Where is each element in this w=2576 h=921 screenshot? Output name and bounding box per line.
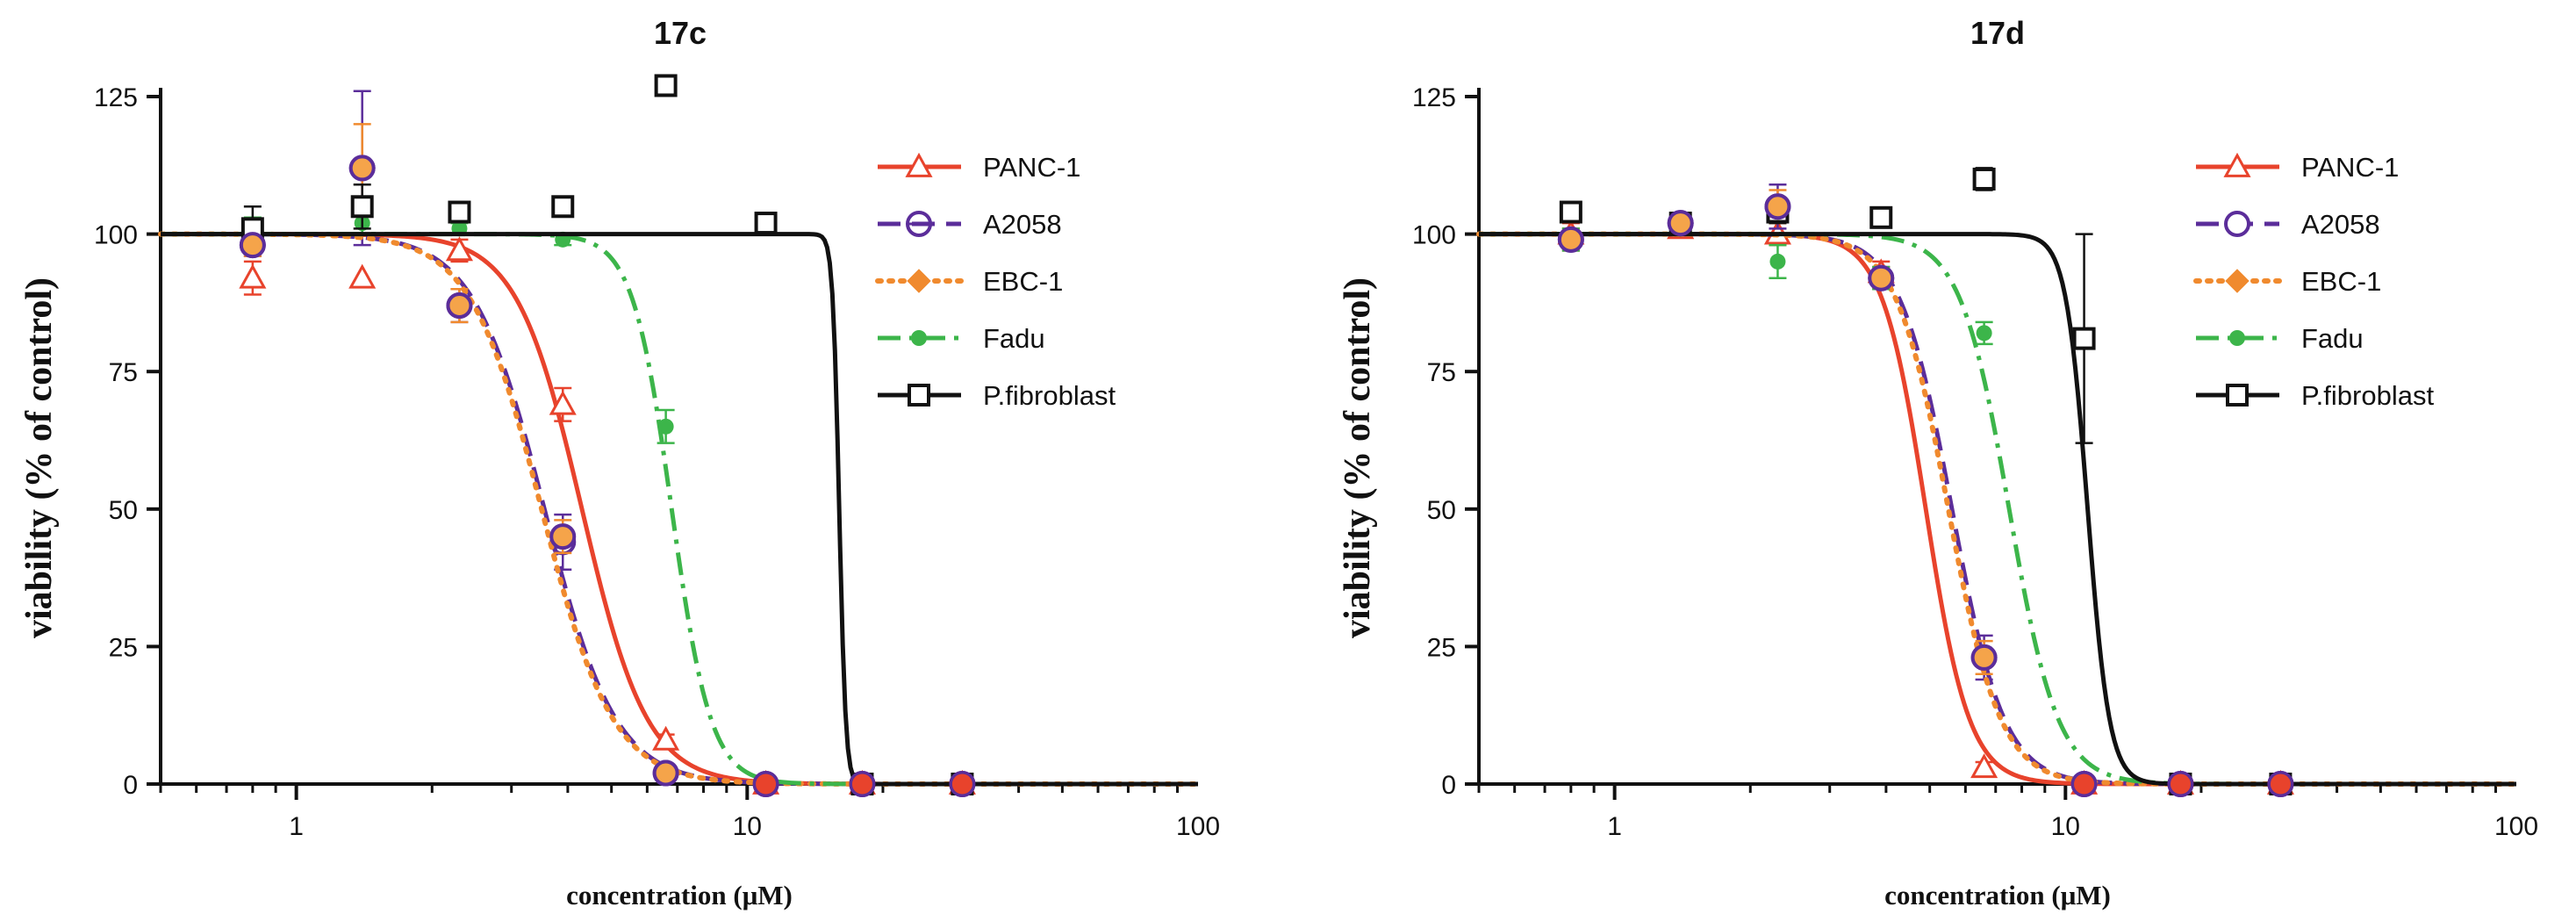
data-point <box>446 292 473 320</box>
data-point <box>1559 200 1582 224</box>
y-tick-label: 75 <box>1427 358 1456 387</box>
x-tick-label: 1 <box>1607 812 1622 841</box>
series-PANC-1 <box>161 232 1198 795</box>
data-point <box>2071 771 2098 797</box>
legend-label: EBC-1 <box>983 266 1063 297</box>
legend-marker <box>908 384 930 407</box>
legend-label: Fadu <box>2301 323 2364 354</box>
x-tick-label: 10 <box>733 812 762 841</box>
data-point <box>1764 193 1791 220</box>
data-point <box>949 771 975 797</box>
legend-marker <box>907 269 931 293</box>
y-tick-label: 125 <box>1412 83 1456 112</box>
legend: PANC-1 A2058 EBC-1 Fadu P.fibroblast <box>2193 152 2434 411</box>
data-point <box>445 236 473 262</box>
chart-title: 17d <box>1970 15 2025 51</box>
x-axis-label: concentration (μM) <box>1884 880 2111 910</box>
y-tick-label: 100 <box>94 221 138 250</box>
data-point <box>448 200 471 224</box>
legend: PANC-1 A2058 EBC-1 Fadu P.fibroblast <box>875 152 1116 411</box>
fit-curve-A2058 <box>1479 232 2516 787</box>
data-point <box>1557 226 1584 253</box>
data-point <box>348 263 377 289</box>
data-point <box>1976 325 1992 342</box>
data-point <box>849 771 875 797</box>
data-point <box>549 523 577 550</box>
fit-curve-P.fibroblast <box>161 232 1198 787</box>
data-point <box>239 232 266 259</box>
x-tick-label: 10 <box>2051 812 2080 841</box>
data-point <box>1869 205 1893 229</box>
data-point <box>753 771 779 797</box>
y-tick-label: 100 <box>1412 221 1456 250</box>
series-Fadu <box>161 211 1198 792</box>
legend-marker <box>2229 330 2245 346</box>
fit-curve-P.fibroblast <box>1479 232 2516 787</box>
fit-curve-A2058 <box>161 232 1198 787</box>
data-point <box>1970 753 1998 779</box>
y-tick-label: 25 <box>1427 633 1456 662</box>
x-tick-label: 100 <box>2494 812 2538 841</box>
y-tick-label: 125 <box>94 83 138 112</box>
legend-label: EBC-1 <box>2301 266 2381 297</box>
legend-marker <box>2223 152 2251 177</box>
y-tick-label: 50 <box>1427 496 1456 525</box>
data-point <box>652 725 680 751</box>
data-point <box>2267 771 2293 797</box>
data-point <box>1970 644 1998 671</box>
chart-panel-17c: 17c 0 25 50 75 100 125 1 10 100 concentration (μM)… <box>19 15 1220 910</box>
chart-panel-17d: 17d 0 25 50 75 100 125 1 10 100 concentration (μM)… <box>1338 15 2538 910</box>
fit-curve-EBC-1 <box>158 231 1201 787</box>
y-axis-label: viability (% of control) <box>1338 277 1378 638</box>
data-point <box>2167 771 2193 797</box>
data-point <box>657 418 674 435</box>
legend-label: P.fibroblast <box>983 380 1116 411</box>
fit-curve-Fadu <box>161 232 1198 787</box>
series-P.fibroblast <box>161 74 1198 795</box>
data-point <box>2072 327 2096 350</box>
legend-marker <box>905 152 933 177</box>
data-point <box>239 263 267 289</box>
data-point <box>1769 253 1786 270</box>
legend-label: A2058 <box>983 209 1062 240</box>
overlap-markers <box>239 155 976 797</box>
data-point <box>654 74 678 97</box>
x-axis-label: concentration (μM) <box>566 880 793 910</box>
legend-label: P.fibroblast <box>2301 380 2434 411</box>
x-tick-label: 1 <box>289 812 304 841</box>
fit-curve-PANC-1 <box>161 232 1198 787</box>
data-point <box>1667 210 1694 237</box>
data-point <box>549 390 577 415</box>
y-tick-label: 25 <box>109 633 138 662</box>
y-tick-label: 0 <box>123 771 138 800</box>
data-point <box>348 155 376 182</box>
data-point <box>350 195 374 219</box>
data-point <box>1868 264 1895 291</box>
legend-label: Fadu <box>983 323 1045 354</box>
data-point <box>652 759 679 787</box>
legend-marker <box>2225 269 2250 293</box>
y-tick-label: 0 <box>1441 771 1456 800</box>
data-point <box>1972 167 1996 191</box>
y-axis-label: viability (% of control) <box>19 277 60 638</box>
legend-label: PANC-1 <box>2301 152 2399 183</box>
overlap-markers <box>1557 193 2294 797</box>
series-A2058 <box>161 90 1198 797</box>
legend-label: PANC-1 <box>983 152 1080 183</box>
legend-marker <box>2224 211 2250 237</box>
data-point <box>551 195 575 219</box>
x-tick-label: 100 <box>1176 812 1220 841</box>
legend-marker <box>2226 384 2249 407</box>
data-point <box>754 212 778 235</box>
legend-marker <box>911 330 927 346</box>
y-tick-label: 75 <box>109 358 138 387</box>
y-tick-label: 50 <box>109 496 138 525</box>
legend-label: A2058 <box>2301 209 2380 240</box>
chart-title: 17c <box>654 15 707 51</box>
